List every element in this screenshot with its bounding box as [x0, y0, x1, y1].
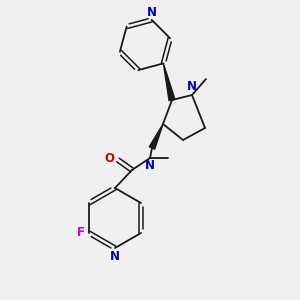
- Text: N: N: [147, 6, 157, 19]
- Text: N: N: [145, 159, 155, 172]
- Text: O: O: [104, 152, 114, 166]
- Text: N: N: [187, 80, 197, 93]
- Text: F: F: [77, 226, 85, 239]
- Text: N: N: [110, 250, 120, 263]
- Polygon shape: [149, 124, 163, 149]
- Polygon shape: [164, 63, 175, 101]
